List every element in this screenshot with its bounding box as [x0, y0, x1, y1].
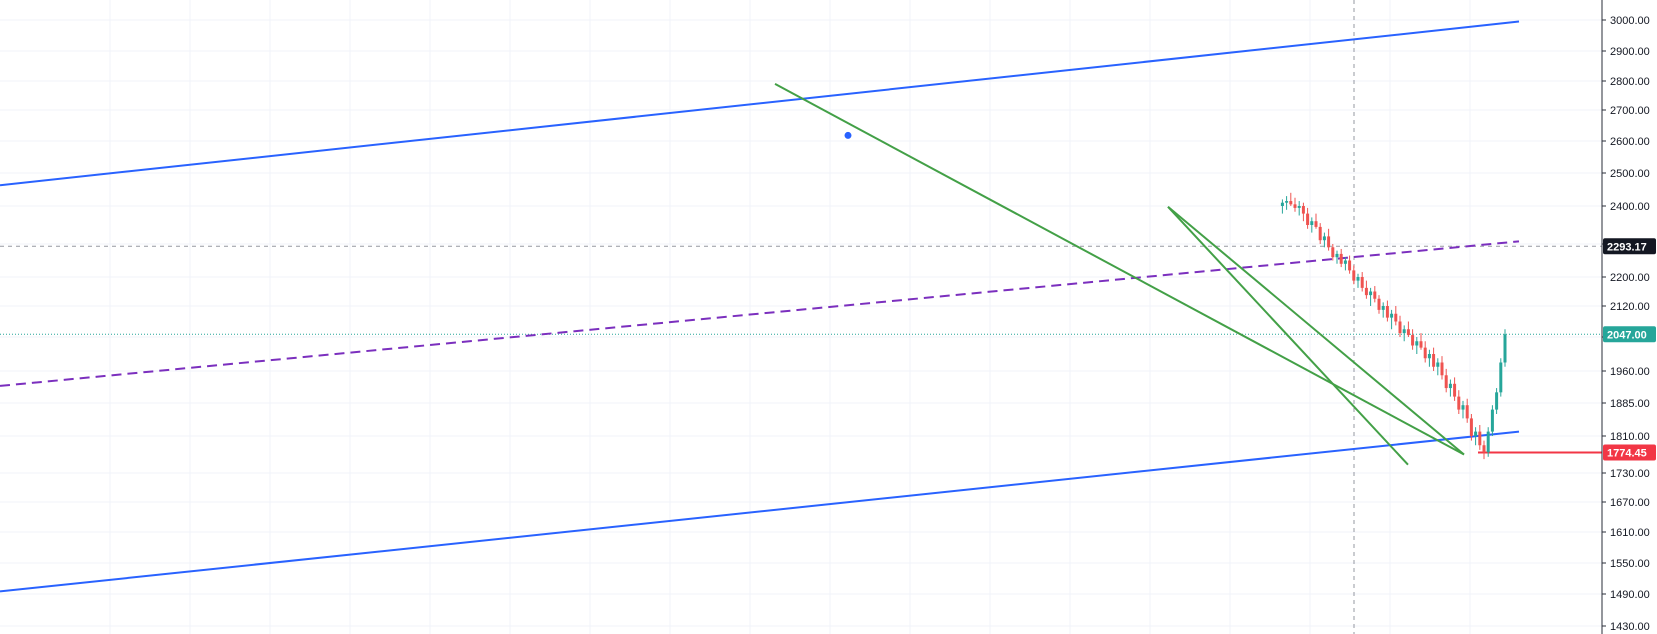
candle-body [1419, 341, 1423, 348]
candle-body [1453, 383, 1457, 397]
candle-body [1448, 383, 1452, 389]
candle-body [1381, 306, 1385, 310]
candle-body [1289, 201, 1293, 205]
channel-midline[interactable] [0, 240, 1520, 387]
candle-body [1482, 445, 1486, 453]
candle-body [1310, 221, 1314, 225]
wedge-upper-trendline-2[interactable] [1167, 205, 1465, 456]
candle-body [1306, 213, 1310, 225]
last-price-badge: 2047.00 [1603, 326, 1656, 343]
candle-body [1457, 396, 1461, 410]
candle-body [1364, 287, 1368, 296]
candle-body [1352, 270, 1356, 281]
chart-grid [0, 0, 1602, 634]
candle-body [1423, 347, 1427, 359]
candle-body [1318, 226, 1322, 241]
candle-body [1394, 313, 1398, 322]
candle-body [1293, 204, 1297, 208]
candle-body [1322, 236, 1326, 241]
candle-body [1436, 362, 1440, 367]
horizontal-level-badge-bg [1603, 238, 1656, 255]
candle-body [1377, 298, 1381, 310]
candle-body [1432, 354, 1436, 367]
candle-body [1461, 405, 1465, 410]
candle-body [1339, 253, 1343, 264]
price-tick-label: 2900.00 [1610, 46, 1650, 58]
price-tick-label: 2600.00 [1610, 136, 1650, 148]
candle-body [1348, 260, 1352, 271]
upper-channel-line[interactable] [0, 20, 1520, 187]
last-price-badge-bg [1603, 326, 1656, 343]
price-tick-label: 2700.00 [1610, 105, 1650, 117]
candlestick-series [1280, 192, 1507, 460]
candle-body [1503, 334, 1507, 363]
candle-body [1486, 431, 1490, 453]
price-tick-label: 1670.00 [1610, 497, 1650, 509]
candle-body [1335, 253, 1339, 258]
candle-body [1390, 313, 1394, 318]
price-tick-label: 1960.00 [1610, 366, 1650, 378]
last-price-badge-text: 2047.00 [1607, 329, 1647, 341]
candle-body [1280, 202, 1284, 206]
price-tick-label: 2200.00 [1610, 272, 1650, 284]
price-tick-label: 1730.00 [1610, 468, 1650, 480]
candle-body [1465, 405, 1469, 419]
candle-body [1411, 335, 1415, 346]
candle-body [1297, 206, 1301, 208]
price-tick-label: 1550.00 [1610, 558, 1650, 570]
candle-body [1469, 418, 1473, 436]
candle-body [1314, 221, 1318, 227]
support-level-badge-bg [1603, 444, 1656, 461]
price-tick-label: 1885.00 [1610, 398, 1650, 410]
candle-body [1415, 341, 1419, 346]
candle-body [1495, 392, 1499, 410]
candle-body [1398, 321, 1402, 334]
candle-body [1301, 206, 1305, 214]
support-level-badge-text: 1774.45 [1607, 447, 1647, 459]
candle-body [1402, 329, 1406, 334]
candle-body [1474, 431, 1478, 436]
candle-body [1373, 291, 1377, 299]
support-level-badge: 1774.45 [1603, 444, 1656, 461]
candle-body [1360, 277, 1364, 288]
price-tick-label: 2800.00 [1610, 76, 1650, 88]
wedge-lower-trendline[interactable] [1167, 206, 1409, 466]
price-tick-label: 1430.00 [1610, 621, 1650, 633]
price-tick-label: 2500.00 [1610, 168, 1650, 180]
price-axis[interactable]: 1430.00 1490.00 1550.00 1610.00 1670.00 1730.… [1601, 0, 1657, 634]
drawing-overlays[interactable] [0, 20, 1602, 593]
lower-channel-line[interactable] [0, 430, 1520, 593]
price-tick-label: 1810.00 [1610, 431, 1650, 443]
candle-body [1427, 354, 1431, 359]
candle-body [1444, 375, 1448, 389]
candle-body [1499, 362, 1503, 393]
candle-body [1478, 431, 1482, 446]
price-tick-label: 3000.00 [1610, 15, 1650, 27]
candle-body [1440, 362, 1444, 376]
candle-body [1356, 277, 1360, 281]
price-tick-label: 1610.00 [1610, 527, 1650, 539]
price-tick-label: 2400.00 [1610, 201, 1650, 213]
price-tick-label: 2120.00 [1610, 301, 1650, 313]
candle-body [1343, 260, 1347, 264]
candle-body [1369, 291, 1373, 296]
candle-body [1490, 409, 1494, 432]
candle-body [1285, 201, 1289, 203]
candle-body [1327, 236, 1331, 248]
price-axis-background [1602, 0, 1657, 634]
horizontal-level-badge: 2293.17 [1603, 238, 1656, 255]
price-tick-label: 1490.00 [1610, 589, 1650, 601]
alert-marker-dot[interactable] [844, 131, 852, 139]
wedge-upper-trendline[interactable] [774, 83, 1465, 456]
candle-body [1331, 247, 1335, 258]
candle-body [1406, 329, 1410, 336]
horizontal-level-badge-text: 2293.17 [1607, 241, 1647, 253]
candle-body [1385, 306, 1389, 318]
